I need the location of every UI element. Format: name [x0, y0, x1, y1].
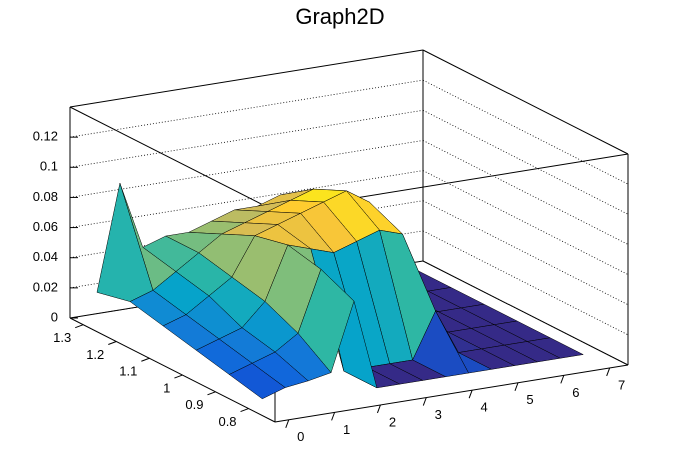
y-tick [108, 341, 117, 345]
y-tick [240, 408, 249, 413]
surface-cell [228, 362, 286, 400]
frame-edge [69, 106, 276, 212]
grid-line [422, 230, 629, 336]
y-tick-label: 0.9 [185, 397, 203, 412]
x-tick-label: 2 [389, 414, 396, 429]
grid-line [422, 140, 629, 245]
chart-title: Graph2D [295, 4, 384, 29]
y-tick [207, 391, 216, 396]
z-tick-label: 0.02 [33, 279, 58, 294]
y-tick [75, 324, 84, 329]
frame-edge [69, 49, 424, 108]
grid-line [422, 79, 629, 185]
grid-line [69, 79, 424, 138]
grid-line [69, 109, 424, 168]
x-tick-label: 7 [618, 377, 625, 392]
y-tick [141, 357, 150, 362]
y-tick-label: 0.8 [218, 414, 236, 429]
frame-edge [422, 49, 629, 155]
grid-line [422, 109, 629, 215]
x-tick [285, 419, 290, 428]
x-tick [514, 382, 519, 391]
z-tick-label: 0.06 [33, 219, 58, 234]
z-tick-label: 0.12 [33, 129, 58, 144]
x-tick-label: 6 [572, 385, 579, 400]
x-tick-label: 1 [343, 422, 350, 437]
x-tick [606, 367, 611, 377]
grid-line [69, 140, 424, 198]
grid-line [422, 170, 629, 275]
y-tick [174, 374, 183, 379]
x-tick-label: 4 [481, 400, 488, 415]
x-tick-label: 0 [297, 429, 304, 444]
x-tick-label: 5 [526, 392, 533, 407]
frame-edge [69, 317, 276, 423]
z-tick-label: 0.1 [40, 159, 58, 174]
z-tick-label: 0.08 [33, 189, 58, 204]
y-tick-label: 1 [163, 380, 170, 395]
x-tick-label: 3 [435, 407, 442, 422]
grid-line [69, 170, 424, 228]
z-tick-label: 0 [51, 309, 58, 324]
x-tick [376, 404, 381, 414]
y-tick-label: 1.2 [86, 347, 104, 362]
y-tick-label: 1.3 [53, 330, 71, 345]
frame-edge [274, 364, 629, 423]
grid-line [422, 200, 629, 306]
x-tick [560, 375, 565, 384]
x-tick [331, 412, 336, 421]
z-tick-label: 0.04 [33, 249, 58, 264]
x-tick [468, 389, 473, 399]
x-tick [422, 397, 427, 406]
y-tick-label: 1.1 [119, 364, 137, 379]
frame-edge [422, 260, 629, 366]
